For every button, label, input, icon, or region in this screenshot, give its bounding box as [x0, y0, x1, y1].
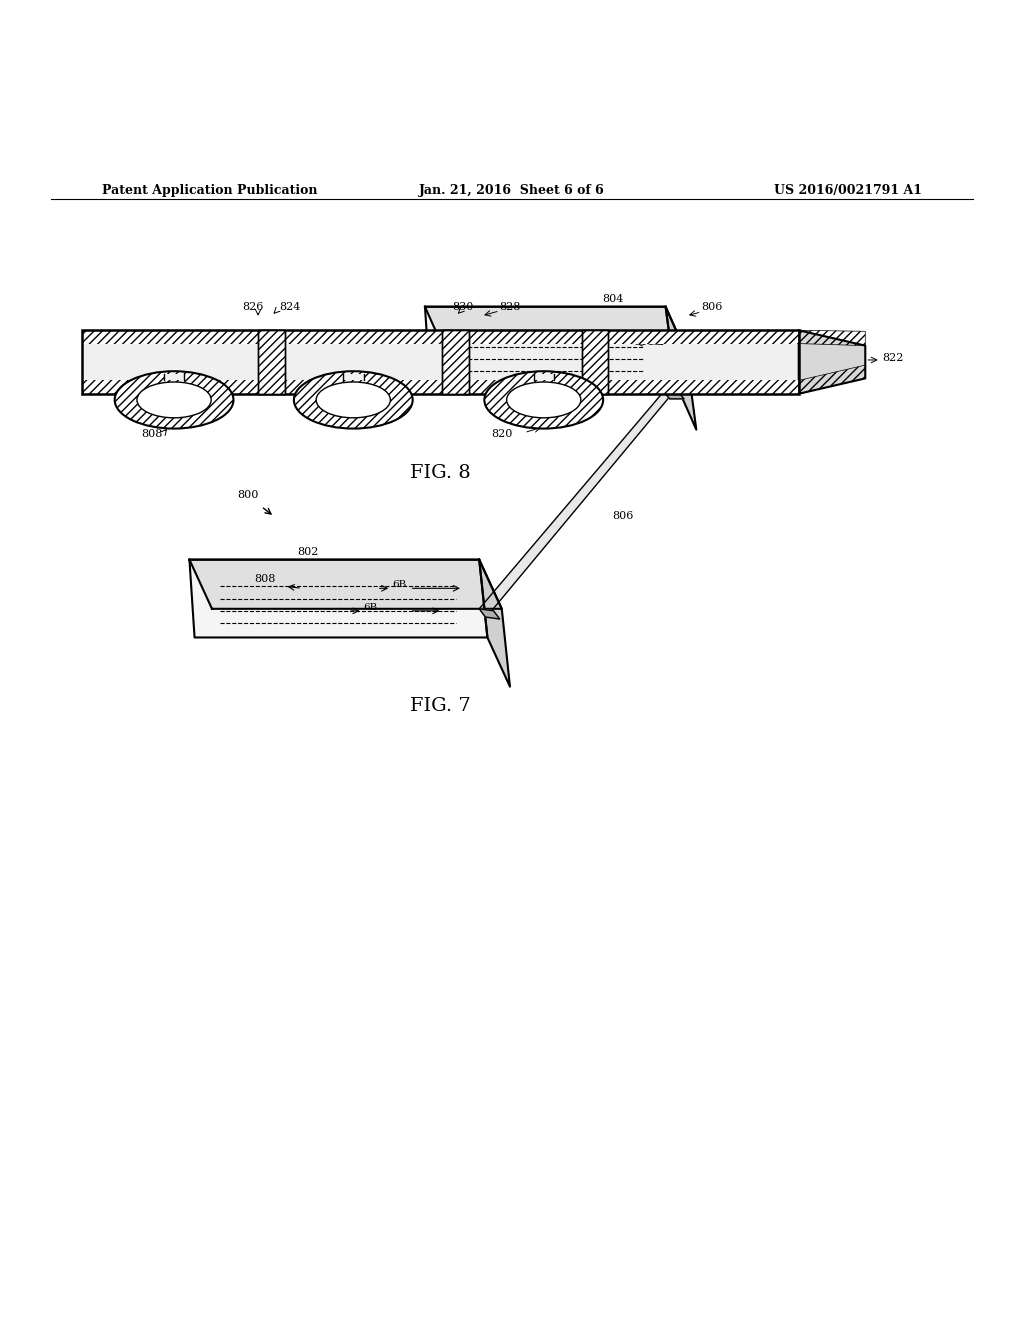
- Text: Patent Application Publication: Patent Application Publication: [102, 183, 317, 197]
- Polygon shape: [189, 560, 502, 609]
- Ellipse shape: [137, 381, 211, 418]
- Text: FIG. 7: FIG. 7: [410, 697, 471, 715]
- Polygon shape: [479, 609, 500, 619]
- Bar: [82, 380, 799, 393]
- Ellipse shape: [316, 381, 390, 418]
- Polygon shape: [479, 392, 674, 611]
- Polygon shape: [425, 306, 686, 352]
- Ellipse shape: [484, 371, 603, 429]
- Bar: [534, 374, 554, 380]
- Text: 800: 800: [238, 490, 259, 500]
- Text: 828: 828: [500, 302, 520, 312]
- Ellipse shape: [507, 381, 581, 418]
- Bar: [258, 330, 285, 393]
- Text: 804: 804: [602, 293, 624, 304]
- Text: 830: 830: [453, 302, 473, 312]
- Polygon shape: [666, 306, 696, 429]
- Polygon shape: [799, 330, 865, 393]
- Text: 808: 808: [254, 574, 275, 585]
- Polygon shape: [479, 560, 510, 686]
- Bar: [582, 330, 608, 393]
- Bar: [582, 330, 608, 393]
- Text: 6B: 6B: [392, 581, 407, 589]
- Polygon shape: [664, 392, 684, 399]
- Text: 826: 826: [243, 302, 263, 312]
- Text: 810: 810: [633, 337, 654, 347]
- Text: Jan. 21, 2016  Sheet 6 of 6: Jan. 21, 2016 Sheet 6 of 6: [419, 183, 605, 197]
- Text: 806: 806: [612, 511, 634, 520]
- Text: FIG. 8: FIG. 8: [410, 463, 471, 482]
- Ellipse shape: [115, 371, 233, 429]
- Text: 806: 806: [701, 302, 722, 312]
- Polygon shape: [189, 560, 487, 638]
- Bar: [82, 330, 799, 393]
- Text: 802: 802: [297, 546, 318, 557]
- Text: US 2016/0021791 A1: US 2016/0021791 A1: [773, 183, 922, 197]
- Bar: [442, 330, 469, 393]
- Ellipse shape: [294, 371, 413, 429]
- Bar: [258, 330, 285, 393]
- Text: 824: 824: [280, 302, 300, 312]
- Text: 6B: 6B: [364, 603, 378, 612]
- Polygon shape: [425, 306, 676, 384]
- Bar: [82, 330, 799, 393]
- Bar: [442, 330, 469, 393]
- Text: 808: 808: [141, 429, 162, 438]
- Text: 820: 820: [492, 429, 512, 438]
- Text: 822: 822: [883, 352, 904, 363]
- Bar: [82, 330, 799, 343]
- Bar: [164, 374, 184, 380]
- Bar: [343, 374, 364, 380]
